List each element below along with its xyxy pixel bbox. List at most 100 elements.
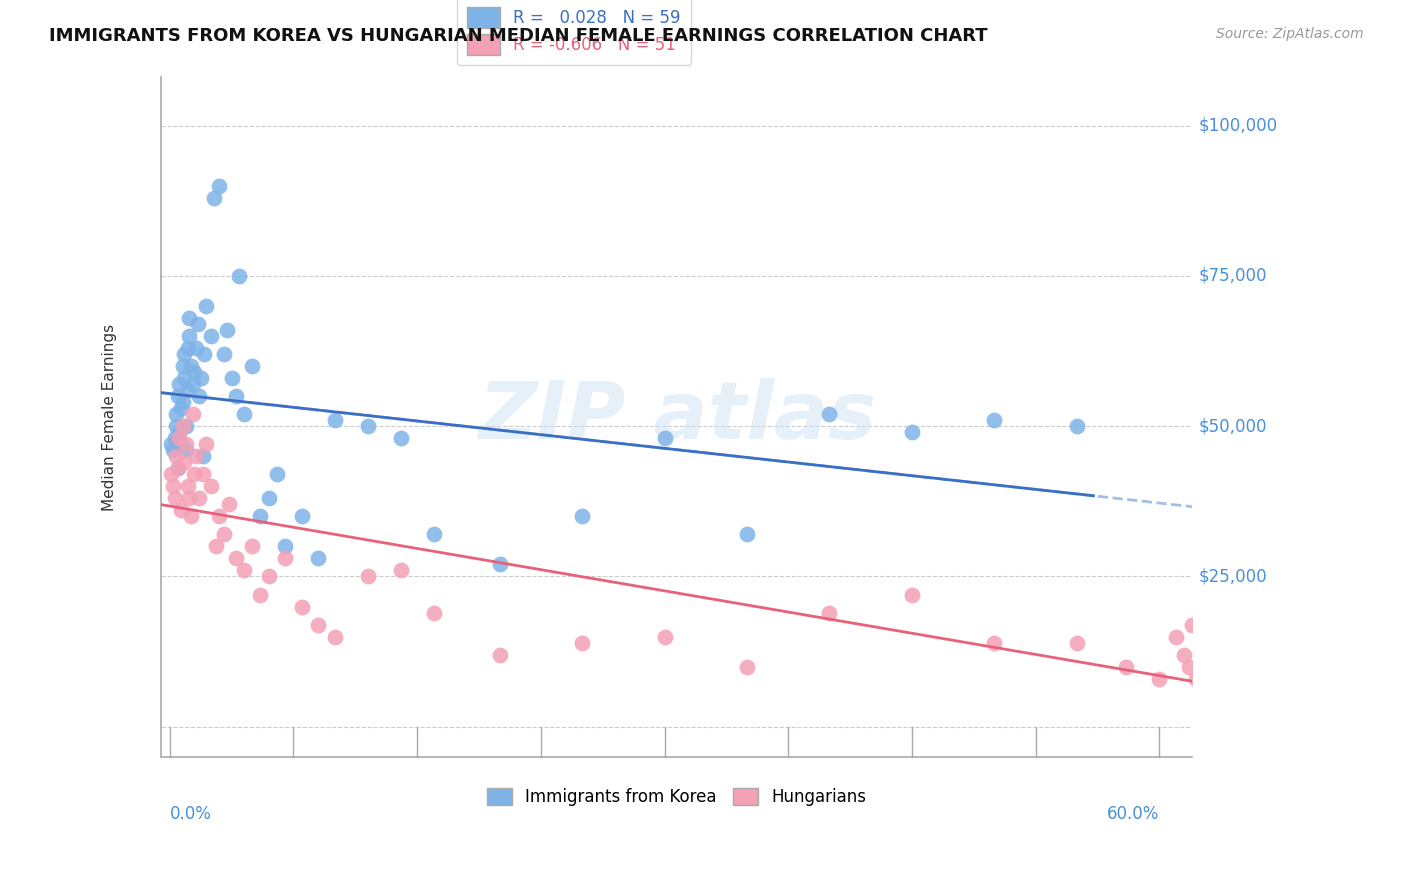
Point [983, 635, 1005, 649]
Point [274, 540, 297, 554]
Point [191, 467, 214, 482]
Text: $25,000: $25,000 [1199, 567, 1268, 585]
Point [177, 341, 200, 355]
Point [170, 401, 193, 416]
Point [173, 371, 195, 385]
Point [818, 407, 841, 421]
Point [174, 437, 197, 451]
Point [172, 359, 194, 373]
Point [188, 389, 211, 403]
Point [194, 437, 217, 451]
Point [181, 407, 204, 421]
Point [488, 558, 510, 572]
Point [217, 323, 239, 337]
Point [194, 299, 217, 313]
Text: $50,000: $50,000 [1199, 417, 1268, 435]
Point [983, 413, 1005, 427]
Point [180, 359, 202, 373]
Point [208, 178, 231, 193]
Point [187, 317, 209, 331]
Point [163, 491, 186, 506]
Point [174, 419, 197, 434]
Point [166, 461, 188, 475]
Point [389, 564, 412, 578]
Point [212, 527, 235, 541]
Point [184, 341, 207, 355]
Point [172, 419, 194, 434]
Point [571, 635, 593, 649]
Point [173, 455, 195, 469]
Point [818, 606, 841, 620]
Point [249, 509, 271, 524]
Point [654, 630, 676, 644]
Point [422, 527, 444, 541]
Point [181, 377, 204, 392]
Point [901, 425, 924, 440]
Point [1149, 672, 1171, 686]
Legend: Immigrants from Korea, Hungarians: Immigrants from Korea, Hungarians [477, 779, 877, 816]
Point [1181, 617, 1204, 632]
Point [232, 564, 254, 578]
Point [290, 599, 312, 614]
Point [571, 509, 593, 524]
Point [901, 587, 924, 601]
Text: ZIP atlas: ZIP atlas [478, 378, 876, 456]
Point [221, 371, 243, 385]
Point [208, 509, 231, 524]
Point [1066, 419, 1088, 434]
Point [1178, 659, 1201, 673]
Point [160, 437, 183, 451]
Point [170, 503, 193, 517]
Text: Median Female Earnings: Median Female Earnings [103, 324, 117, 511]
Point [160, 467, 183, 482]
Point [1164, 630, 1187, 644]
Text: $75,000: $75,000 [1199, 267, 1268, 285]
Point [202, 191, 225, 205]
Point [204, 540, 226, 554]
Point [1173, 648, 1195, 662]
Point [173, 347, 195, 361]
Point [274, 551, 297, 566]
Point [212, 347, 235, 361]
Point [174, 443, 197, 458]
Point [232, 407, 254, 421]
Point [177, 383, 200, 397]
Point [307, 551, 329, 566]
Point [323, 630, 346, 644]
Point [266, 467, 288, 482]
Text: IMMIGRANTS FROM KOREA VS HUNGARIAN MEDIAN FEMALE EARNINGS CORRELATION CHART: IMMIGRANTS FROM KOREA VS HUNGARIAN MEDIA… [49, 27, 988, 45]
Point [356, 419, 378, 434]
Point [166, 389, 188, 403]
Point [307, 617, 329, 632]
Point [191, 449, 214, 463]
Point [165, 407, 187, 421]
Point [1184, 672, 1206, 686]
Point [190, 371, 212, 385]
Text: 0.0%: 0.0% [170, 805, 211, 823]
Point [169, 425, 191, 440]
Point [165, 419, 187, 434]
Point [323, 413, 346, 427]
Point [165, 449, 187, 463]
Point [200, 329, 222, 343]
Point [188, 491, 211, 506]
Point [162, 479, 184, 493]
Point [179, 329, 201, 343]
Point [1115, 659, 1137, 673]
Point [240, 359, 263, 373]
Point [422, 606, 444, 620]
Text: $100,000: $100,000 [1199, 117, 1278, 135]
Point [169, 431, 191, 445]
Point [163, 431, 186, 445]
Point [735, 659, 758, 673]
Point [225, 551, 247, 566]
Point [179, 491, 201, 506]
Point [166, 461, 188, 475]
Point [183, 467, 205, 482]
Point [179, 310, 201, 325]
Point [290, 509, 312, 524]
Point [257, 491, 280, 506]
Point [184, 449, 207, 463]
Point [240, 540, 263, 554]
Point [177, 479, 200, 493]
